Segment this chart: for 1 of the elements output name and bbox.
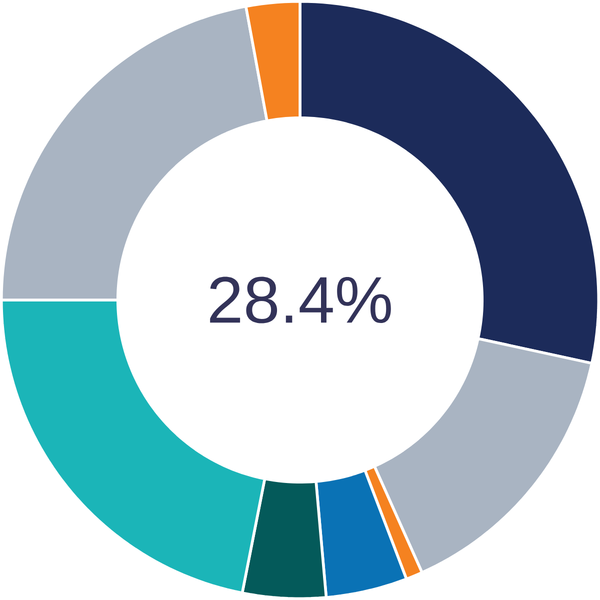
text: 28.4% [210, 276, 391, 324]
